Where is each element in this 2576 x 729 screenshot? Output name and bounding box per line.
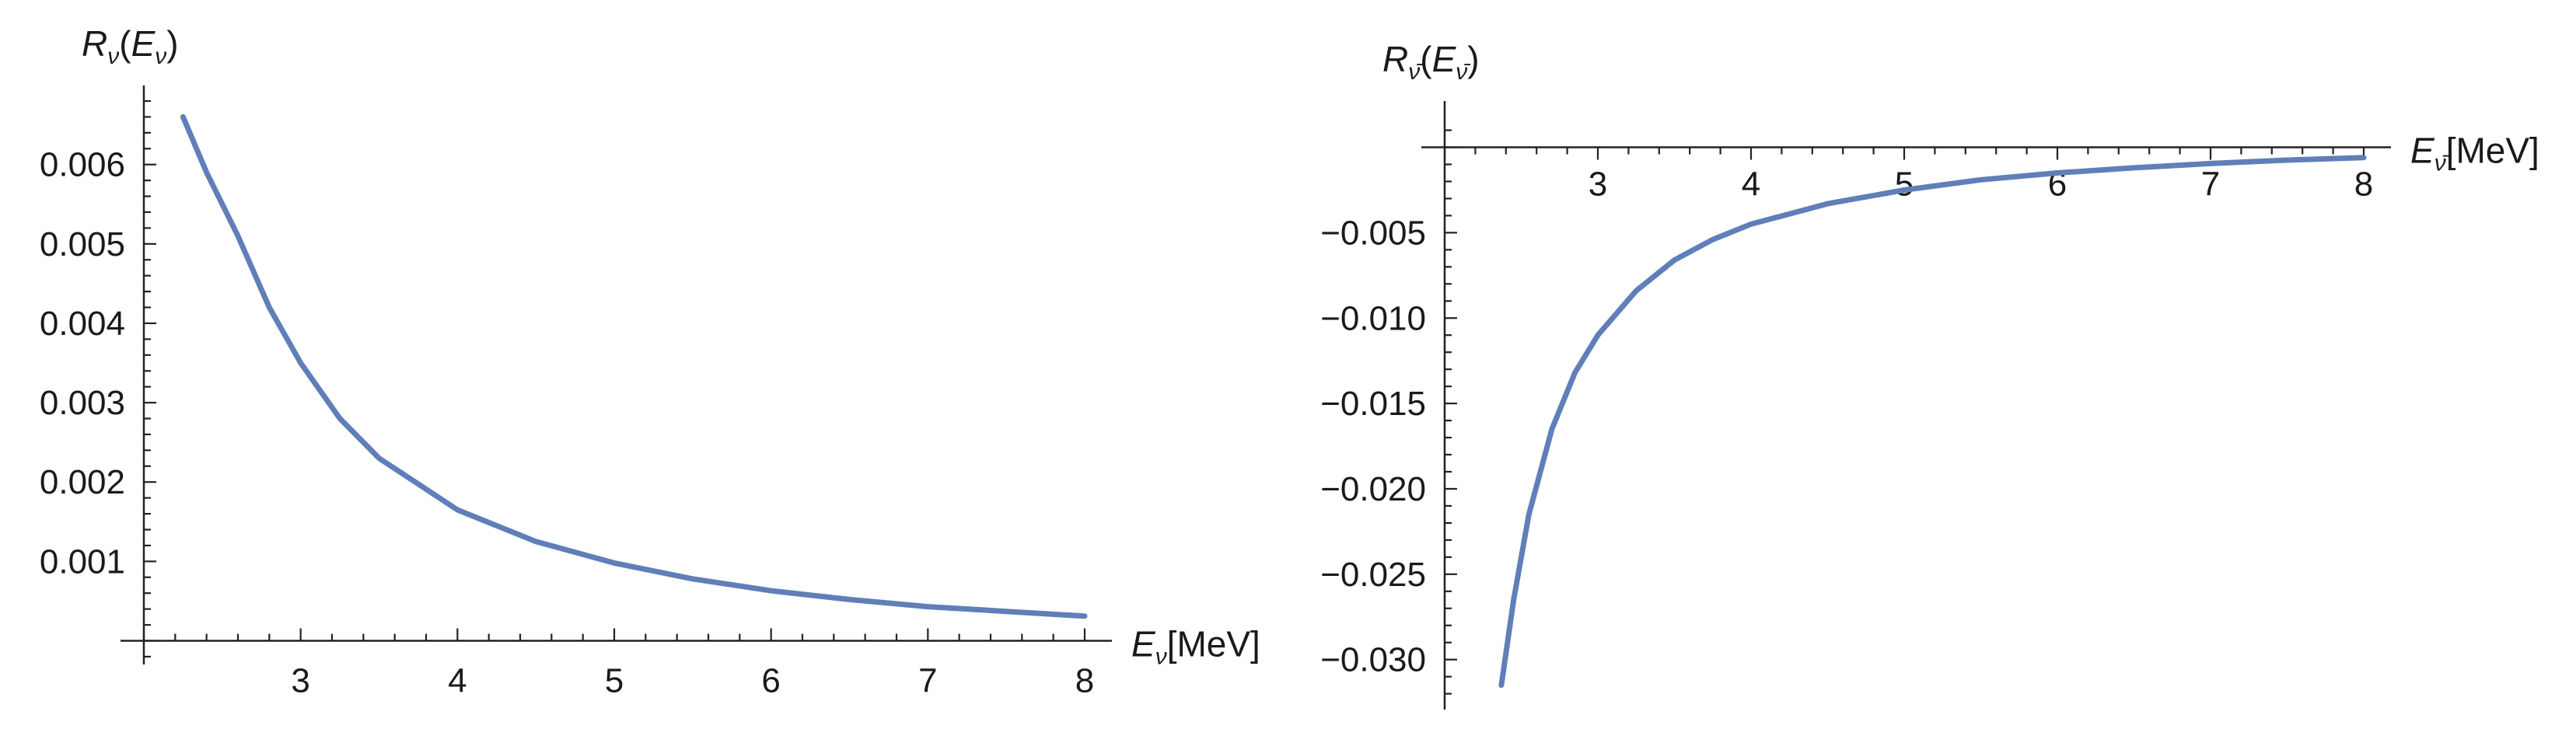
y-tick-label: 0.006	[40, 146, 125, 184]
y-tick-label: 0.002	[40, 463, 125, 501]
x-tick-label: 3	[1589, 166, 1607, 204]
x-tick-label: 6	[761, 661, 780, 699]
x-tick-label: 8	[2354, 166, 2373, 204]
x-tick-label: 7	[2201, 166, 2220, 204]
x-tick-label: 8	[1075, 661, 1094, 699]
series-line	[180, 113, 1088, 619]
x-axis-label: Eν[MeV]	[1131, 623, 1260, 669]
y-tick-label: −0.015	[1320, 385, 1426, 423]
y-tick-label: −0.030	[1320, 641, 1426, 679]
y-tick-label: 0.005	[40, 225, 125, 263]
y-axis-label: Rν(Eν)	[82, 23, 179, 69]
chart-neutrino: 3 4 5 6 7 8 0.001 0.002 0.003 0.004 0.005 0.006 Rν(E…	[40, 23, 1260, 699]
x-tick-label: 4	[1742, 166, 1760, 204]
y-tick-label: 0.004	[40, 305, 125, 343]
x-tick-label: 7	[918, 661, 937, 699]
y-tick-label: 0.003	[40, 384, 125, 422]
y-tick-label: 0.001	[40, 542, 125, 581]
y-tick-label: −0.005	[1320, 214, 1426, 252]
x-axis-label: Eν̄[MeV]	[2410, 131, 2539, 176]
y-tick-label: −0.020	[1320, 470, 1426, 508]
x-tick-label: 5	[605, 661, 624, 699]
series-line	[1498, 155, 2367, 689]
y-tick-label: −0.010	[1320, 299, 1426, 337]
y-tick-label: −0.025	[1320, 556, 1426, 594]
y-axis-label: Rν̄(Eν̄)	[1382, 39, 1480, 85]
x-tick-label: 4	[448, 661, 467, 699]
x-tick-label: 3	[291, 661, 309, 699]
x-tick-label: 5	[1895, 166, 1914, 204]
chart-antineutrino: 3 4 5 6 7 8−0.005−0.010−0.015−0.020−0.025−0.0…	[1320, 39, 2539, 710]
